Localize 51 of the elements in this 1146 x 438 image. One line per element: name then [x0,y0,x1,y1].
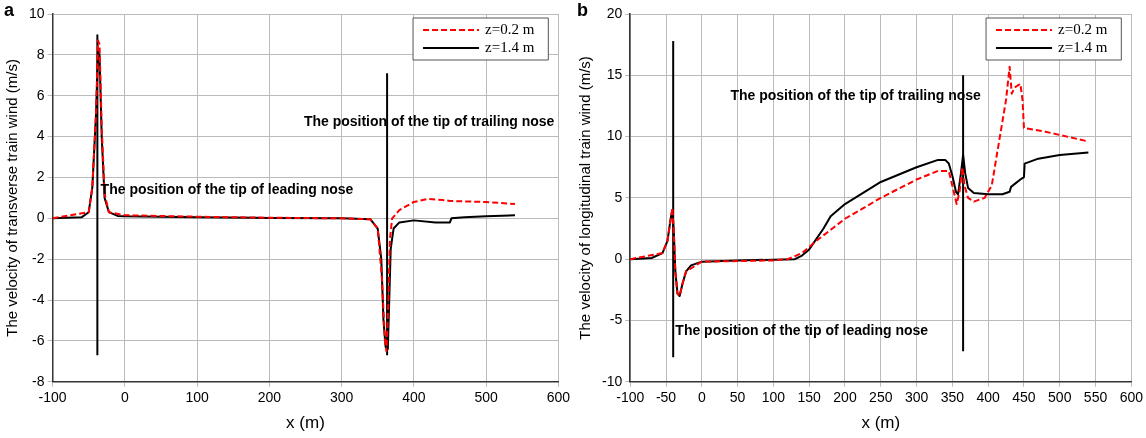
y-tick-label: 6 [36,86,45,103]
x-tick-label: 50 [729,389,746,406]
x-tick-label: 300 [329,389,354,406]
legend-label: z=1.4 m [485,38,535,55]
x-tick-label: 400 [402,389,426,406]
y-tick-label: 0 [36,209,45,226]
y-tick-label: -5 [609,311,623,328]
y-tick-label: 2 [36,168,45,185]
x-tick-label: 550 [1083,389,1108,406]
x-tick-label: 600 [546,389,571,406]
x-tick-label: -50 [655,389,677,406]
legend-label: z=0.2 m [485,20,535,37]
x-tick-label: 600 [1119,389,1144,406]
x-tick-label: 100 [761,389,786,406]
x-tick-label: 200 [257,389,282,406]
y-tick-label: 4 [36,127,45,144]
y-tick-label: -10 [602,372,623,389]
x-tick-label: 500 [474,389,498,406]
x-tick-label: 250 [869,389,893,406]
x-axis-title: x (m) [861,413,901,433]
x-tick-label: 450 [1012,389,1036,406]
legend-label: z=1.4 m [1058,38,1108,55]
annotation: The position of the tip of leading nose [675,322,929,339]
y-tick-label: -8 [32,372,45,389]
y-tick-label: -6 [32,331,45,348]
x-tick-label: 0 [697,389,706,406]
x-tick-label: 150 [797,389,822,406]
chart-title: a [4,0,15,20]
chart-title: b [577,0,588,20]
y-tick-label: 8 [36,45,45,62]
x-tick-label: -100 [616,389,645,406]
y-tick-label: -4 [32,290,45,307]
x-tick-label: 300 [904,389,929,406]
y-axis-title: The velocity of transverse train wind (m/s) [3,59,21,337]
x-tick-label: 100 [185,389,209,406]
y-tick-label: 15 [606,66,623,83]
y-tick-label: 10 [606,127,623,144]
y-tick-label: 20 [606,4,623,21]
x-tick-label: 350 [940,389,965,406]
x-axis-title: x (m) [286,413,325,433]
y-tick-label: 10 [28,4,45,21]
x-tick-label: 0 [120,389,129,406]
y-tick-label: -2 [32,250,45,267]
x-tick-label: -100 [38,389,67,406]
x-tick-label: 400 [976,389,1001,406]
y-tick-label: 0 [614,250,623,267]
legend-label: z=0.2 m [1058,20,1108,37]
x-tick-label: 500 [1048,389,1072,406]
x-tick-label: 200 [833,389,857,406]
y-tick-label: 5 [614,188,623,205]
y-axis-title: The velocity of longitudinal train wind (m/s) [576,56,594,340]
